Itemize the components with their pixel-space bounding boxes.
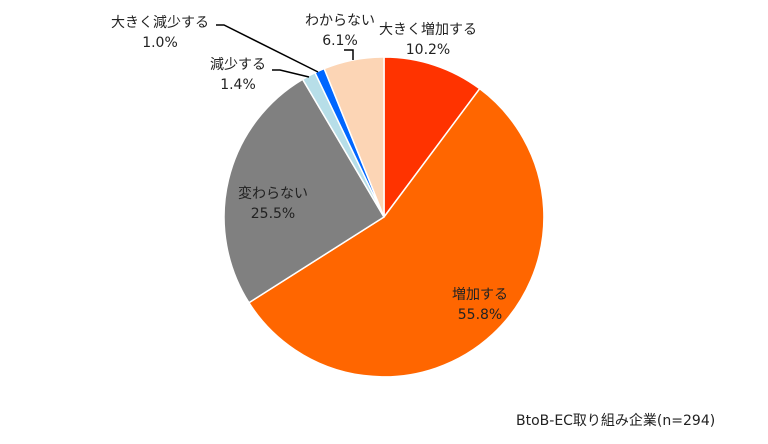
label-large-increase: 大きく増加する 10.2% bbox=[378, 20, 478, 60]
slice-large-increase[interactable] bbox=[383, 56, 481, 220]
label-percent: 6.1% bbox=[322, 33, 358, 49]
slice-no-change[interactable] bbox=[223, 78, 386, 304]
label-unknown: わからない 6.1% bbox=[290, 11, 390, 51]
leader-line-decrease bbox=[272, 69, 310, 78]
label-percent: 10.2% bbox=[405, 42, 451, 58]
label-name: 大きく減少する bbox=[111, 15, 209, 31]
label-no-change: 変わらない 25.5% bbox=[225, 184, 321, 224]
label-name: 大きく増加する bbox=[379, 22, 477, 38]
label-name: わからない bbox=[305, 13, 375, 29]
label-decrease: 減少する 1.4% bbox=[200, 55, 276, 95]
slice-increase[interactable] bbox=[247, 87, 545, 378]
label-name: 減少する bbox=[210, 57, 266, 73]
leader-line-unknown bbox=[344, 49, 354, 60]
sample-note: BtoB-EC取り組み企業(n=294) bbox=[516, 413, 716, 429]
label-percent: 1.0% bbox=[142, 35, 178, 51]
label-large-decrease: 大きく減少する 1.0% bbox=[100, 13, 220, 53]
leader-lines bbox=[216, 24, 354, 78]
label-percent: 55.8% bbox=[457, 307, 503, 323]
label-name: 変わらない bbox=[238, 186, 308, 202]
label-percent: 1.4% bbox=[220, 77, 256, 93]
label-percent: 25.5% bbox=[250, 206, 296, 222]
label-name: 増加する bbox=[452, 287, 508, 303]
leader-line-large-decrease bbox=[216, 24, 319, 73]
label-increase: 増加する 55.8% bbox=[430, 285, 530, 325]
